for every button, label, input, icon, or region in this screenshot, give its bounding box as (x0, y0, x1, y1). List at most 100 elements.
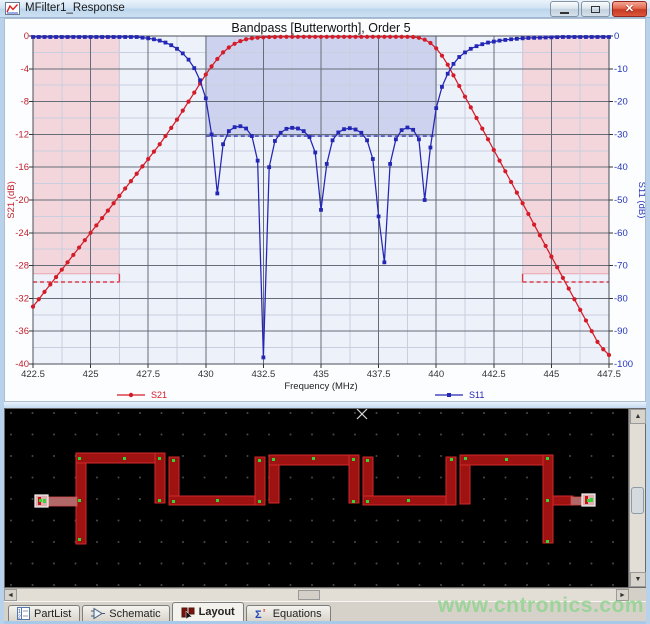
layout-horizontal-scrollbar[interactable]: ◄ ► (4, 588, 629, 601)
svg-text:-30: -30 (614, 129, 628, 140)
equations-icon: Σ ² (255, 609, 266, 620)
window-bottom-border (4, 621, 646, 624)
trace-vertical (254, 456, 266, 506)
svg-text:435: 435 (313, 369, 329, 380)
close-icon: ✕ (624, 2, 635, 15)
svg-text:432.5: 432.5 (252, 369, 276, 380)
trace-baseline-2 (362, 495, 447, 506)
trace-resonator-1 (75, 452, 87, 545)
layout-icon (181, 607, 195, 619)
svg-text:-12: -12 (15, 129, 29, 140)
window-titlebar[interactable]: MFilter1_Response ✕ (0, 0, 650, 18)
panel-splitter[interactable] (4, 402, 646, 408)
svg-text:-32: -32 (15, 293, 29, 304)
left-axis-title: S21 (dB) (6, 181, 17, 219)
trace-feed-1-selected (45, 496, 78, 507)
layout-grid-dots (5, 409, 628, 587)
svg-text:-90: -90 (614, 326, 628, 337)
right-axis-title: S11 (dB) (636, 182, 645, 219)
response-chart-panel[interactable]: Bandpass [Butterworth], Order 5 422.5 425 4… (4, 18, 646, 402)
close-button[interactable]: ✕ (612, 1, 647, 17)
trace-vertical (445, 456, 457, 506)
svg-text:²: ² (263, 609, 266, 616)
svg-text:427.5: 427.5 (136, 369, 160, 380)
layout-panel[interactable]: ▲ ▼ (4, 408, 646, 588)
document-tabbar: 1 2 PartList Schematic Layout (4, 601, 646, 621)
svg-text:442.5: 442.5 (482, 369, 506, 380)
svg-text:1: 1 (18, 609, 21, 615)
tab-label: Layout (198, 606, 235, 618)
maximize-icon (591, 5, 600, 13)
svg-text:-4: -4 (21, 64, 29, 75)
svg-text:0: 0 (24, 31, 29, 42)
s21-trace[interactable] (30, 34, 612, 358)
partlist-icon: 1 2 (17, 607, 30, 620)
tab-equations[interactable]: Σ ² Equations (245, 605, 331, 621)
trace-baseline-1 (168, 495, 256, 506)
svg-text:430: 430 (198, 369, 214, 380)
svg-text:-80: -80 (614, 293, 628, 304)
svg-text:-60: -60 (614, 228, 628, 239)
window-title: MFilter1_Response (25, 2, 125, 14)
trace-vertical (348, 454, 360, 504)
chart-labels: Bandpass [Butterworth], Order 5 422.5 425 4… (6, 21, 645, 392)
junction-markers (39, 457, 590, 543)
lower-stopband-spec (32, 35, 120, 275)
app-chart-icon (5, 2, 20, 15)
upper-stopband-spec (522, 35, 610, 275)
layout-vertical-scrollbar[interactable]: ▲ ▼ (629, 409, 646, 587)
svg-text:0: 0 (614, 31, 619, 42)
x-axis-title: Frequency (MHz) (284, 381, 357, 392)
tab-label: Schematic (109, 607, 161, 620)
minimize-icon (560, 11, 569, 14)
horizontal-scroll-thumb[interactable] (298, 590, 320, 600)
svg-text:-36: -36 (15, 326, 29, 337)
svg-text:-40: -40 (15, 359, 29, 370)
tab-schematic[interactable]: Schematic (82, 605, 170, 621)
svg-text:S11: S11 (469, 390, 484, 400)
svg-text:-20: -20 (15, 195, 29, 206)
svg-text:447.5: 447.5 (597, 369, 621, 380)
svg-text:440: 440 (428, 369, 444, 380)
scroll-down-icon[interactable]: ▼ (630, 572, 646, 587)
trace-top-bar-1 (75, 452, 166, 464)
svg-text:-50: -50 (614, 195, 628, 206)
maximize-button[interactable] (581, 1, 610, 17)
svg-text:-24: -24 (15, 228, 29, 239)
tab-label: PartList (34, 607, 72, 620)
svg-text:2: 2 (18, 615, 21, 621)
crosshair-cursor (356, 409, 368, 420)
svg-text:-28: -28 (15, 261, 29, 272)
response-chart[interactable]: Bandpass [Butterworth], Order 5 422.5 425 4… (5, 19, 645, 401)
tab-layout[interactable]: Layout (171, 602, 244, 621)
vertical-scroll-thumb[interactable] (631, 487, 644, 514)
scroll-right-icon[interactable]: ► (616, 589, 629, 601)
scroll-up-icon[interactable]: ▲ (630, 409, 646, 424)
svg-text:425: 425 (83, 369, 99, 380)
trace-feed-2 (552, 495, 574, 506)
schematic-icon (91, 607, 106, 620)
svg-text:Σ: Σ (255, 609, 262, 620)
svg-text:-10: -10 (614, 64, 628, 75)
minimize-button[interactable] (550, 1, 579, 17)
svg-text:-40: -40 (614, 162, 628, 173)
tick-marks (29, 35, 613, 368)
chart-legend: S21 S11 (117, 390, 484, 400)
s11-trace[interactable] (31, 35, 611, 360)
layout-canvas[interactable] (5, 409, 628, 587)
tab-partlist[interactable]: 1 2 PartList (8, 605, 81, 621)
scrollbar-corner (629, 588, 646, 601)
svg-text:-70: -70 (614, 261, 628, 272)
tab-label: Equations (272, 607, 322, 620)
scroll-left-icon[interactable]: ◄ (4, 589, 17, 601)
trace-feed-2-selected (570, 496, 584, 506)
svg-text:-20: -20 (614, 97, 628, 108)
svg-text:-100: -100 (614, 359, 633, 370)
svg-text:445: 445 (543, 369, 559, 380)
svg-text:-8: -8 (21, 97, 29, 108)
svg-text:-16: -16 (15, 162, 29, 173)
gridlines (33, 36, 609, 364)
svg-text:422.5: 422.5 (21, 369, 45, 380)
trace-vertical (154, 452, 166, 504)
